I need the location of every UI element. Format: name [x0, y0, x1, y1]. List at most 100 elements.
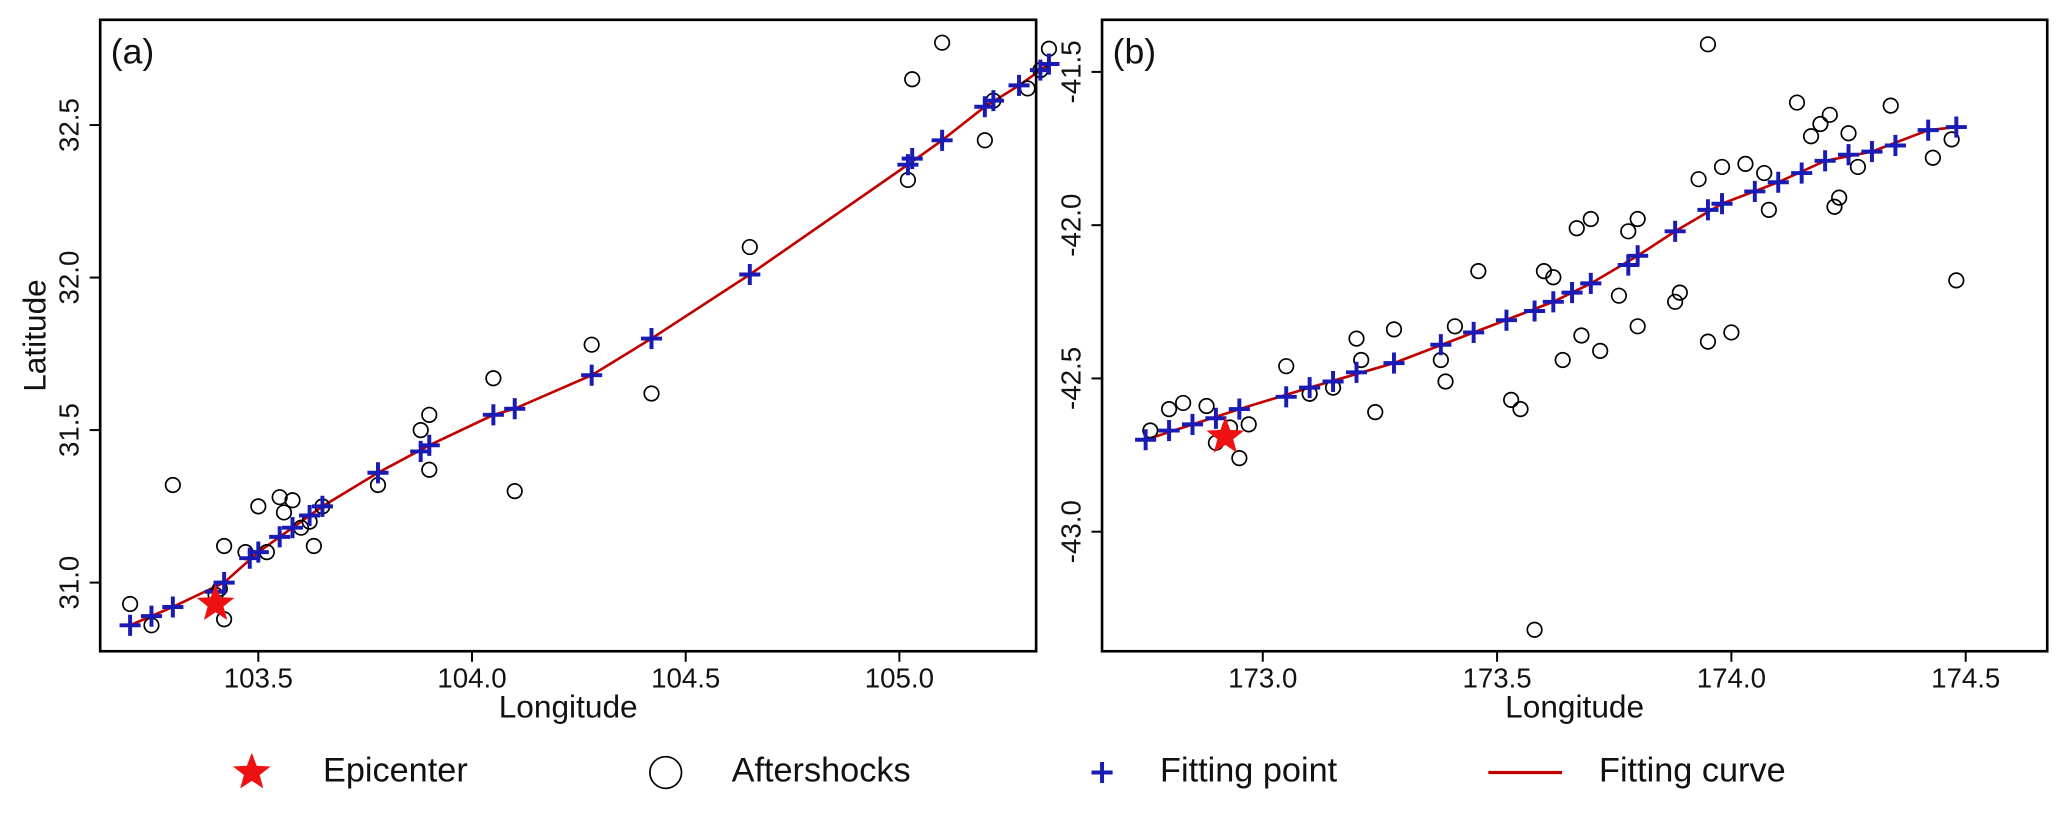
x-tick-label: 104.5 — [651, 663, 720, 694]
point-plus — [418, 434, 440, 456]
point-plus — [901, 148, 923, 170]
point-plus — [1038, 53, 1060, 75]
y-tick-label: 32.5 — [53, 98, 84, 152]
point-plus — [1228, 398, 1250, 420]
x-tick-label: 103.5 — [224, 663, 293, 694]
point-plus — [162, 596, 184, 618]
point-circle — [1367, 404, 1384, 421]
point-circle — [1760, 201, 1777, 218]
point-circle — [1620, 223, 1637, 240]
point-circle — [1470, 263, 1487, 280]
point-plus — [482, 404, 504, 426]
x-tick-label: 104.0 — [437, 663, 506, 694]
legend-label: Fitting curve — [1599, 752, 1786, 790]
y-tick-label: -43.0 — [1055, 500, 1086, 563]
x-tick-label: 173.5 — [1462, 663, 1531, 694]
point-circle — [250, 498, 267, 515]
plot-frame — [1100, 18, 2049, 653]
point-circle — [1756, 164, 1773, 182]
point-circle — [1231, 450, 1248, 467]
point-circle — [1610, 287, 1628, 304]
point-circle — [1554, 351, 1571, 369]
legend-label: Fitting point — [1160, 752, 1338, 790]
point-circle — [271, 489, 288, 506]
point-circle — [216, 537, 233, 555]
point-circle — [1240, 416, 1257, 433]
point-circle — [643, 385, 660, 402]
legend-label: Aftershocks — [732, 752, 911, 790]
point-circle — [421, 461, 438, 478]
point-circle — [1512, 400, 1529, 418]
point-plus — [281, 517, 304, 539]
point-circle — [164, 476, 181, 494]
legend-marker — [649, 755, 683, 790]
x-tick-label: 173.0 — [1228, 663, 1297, 694]
point-circle — [412, 421, 429, 439]
point-plus — [299, 504, 321, 527]
point-circle — [506, 482, 523, 500]
point-circle — [1831, 189, 1848, 206]
point-circle — [1849, 158, 1867, 176]
point-circle — [1573, 327, 1590, 344]
point-plus — [1275, 386, 1297, 408]
point-plus — [640, 328, 663, 350]
point-circle — [1699, 36, 1717, 53]
point-plus — [982, 90, 1004, 112]
point-circle — [1713, 158, 1731, 176]
y-tick-label: -41.5 — [1055, 40, 1086, 103]
y-tick-label: 31.5 — [53, 403, 84, 457]
point-plus — [1814, 150, 1836, 172]
panel-label: (a) — [111, 31, 154, 71]
panel-label: (b) — [1113, 31, 1156, 71]
point-plus — [140, 605, 163, 627]
point-plus — [504, 398, 526, 420]
point-plus — [1945, 116, 1967, 138]
point-plus — [1664, 220, 1686, 242]
point-circle — [976, 132, 993, 149]
point-circle — [1812, 115, 1829, 133]
point-plus — [1322, 370, 1344, 393]
point-circle — [1198, 397, 1215, 415]
point-circle — [1948, 272, 1965, 289]
point-plus — [1181, 413, 1204, 435]
point-plus — [1627, 245, 1649, 267]
point-plus — [1697, 199, 1719, 221]
point-plus — [1917, 119, 1939, 141]
x-axis-label: Longitude — [499, 689, 638, 725]
point-circle — [741, 238, 758, 256]
point-circle — [1629, 210, 1646, 228]
point-plus — [1463, 321, 1485, 344]
point-plus — [247, 541, 269, 563]
legend-marker — [232, 752, 271, 789]
point-circle — [1175, 394, 1192, 412]
point-plus — [1861, 141, 1883, 163]
point-circle — [583, 336, 600, 353]
point-star — [1206, 416, 1245, 453]
y-tick-label: -42.0 — [1055, 194, 1086, 257]
point-circle — [1690, 171, 1707, 188]
point-plus — [1617, 254, 1639, 276]
point-plus — [1299, 377, 1321, 399]
point-circle — [934, 34, 951, 51]
point-plus — [931, 129, 953, 151]
point-plus — [311, 495, 333, 517]
point-circle — [1503, 391, 1520, 408]
point-plus — [739, 263, 761, 286]
point-plus — [581, 364, 603, 386]
point-plus — [1158, 419, 1180, 442]
point-circle — [284, 492, 301, 509]
point-circle — [1788, 94, 1806, 111]
point-plus — [1383, 352, 1405, 374]
point-circle — [1629, 318, 1646, 335]
point-circle — [1882, 97, 1899, 114]
point-plus — [213, 572, 235, 594]
point-plus — [1884, 134, 1906, 157]
point-plus — [119, 614, 141, 636]
point-circle — [275, 504, 293, 521]
point-circle — [904, 71, 921, 88]
point-circle — [1699, 333, 1717, 350]
point-plus — [1580, 272, 1602, 294]
point-circle — [1802, 128, 1820, 145]
point-plus — [367, 462, 389, 484]
